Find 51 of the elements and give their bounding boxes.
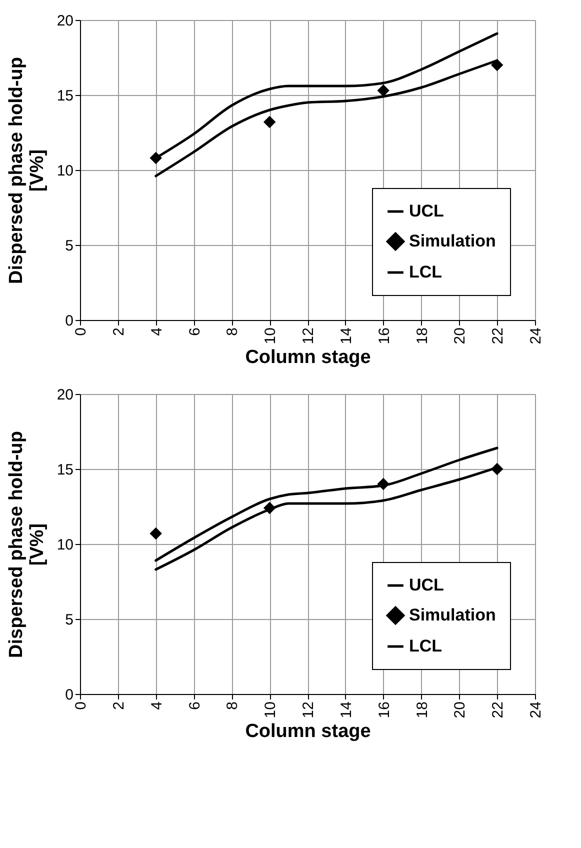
x-tick-label: 24 bbox=[528, 328, 544, 344]
x-tick-label: 12 bbox=[300, 702, 317, 718]
legend-label: LCL bbox=[409, 636, 442, 656]
x-axis-title: Column stage bbox=[245, 721, 371, 742]
x-tick-label: 16 bbox=[376, 702, 393, 718]
x-tick-label: 4 bbox=[148, 702, 166, 710]
y-tick-label: 15 bbox=[56, 88, 74, 104]
point bbox=[377, 84, 390, 97]
x-tick-label: 0 bbox=[72, 328, 90, 336]
x-tick-label: 22 bbox=[490, 702, 507, 718]
x-tick-label: 8 bbox=[224, 702, 242, 710]
x-tick-label: 18 bbox=[414, 328, 431, 344]
x-tick-label: 22 bbox=[490, 328, 507, 344]
y-axis-title: Dispersed phase hold-up [V%] bbox=[6, 57, 48, 284]
y-tick-label: 10 bbox=[56, 162, 74, 180]
y-tick-label: 10 bbox=[56, 536, 74, 554]
x-tick-label: 14 bbox=[338, 702, 355, 718]
legend-label: Simulation bbox=[409, 232, 496, 250]
point bbox=[150, 527, 162, 540]
point bbox=[377, 478, 390, 490]
legend-label: UCL bbox=[409, 202, 444, 220]
legend-label: UCL bbox=[409, 576, 444, 594]
y-axis-title: Dispersed phase hold-up [V%] bbox=[6, 431, 48, 658]
point bbox=[490, 58, 504, 72]
x-tick-label: 2 bbox=[110, 328, 128, 336]
line-series bbox=[154, 446, 498, 562]
x-tick-label: 14 bbox=[338, 328, 355, 344]
y-tick-label: 5 bbox=[65, 612, 74, 628]
x-tick-label: 2 bbox=[110, 702, 128, 710]
legend-label: Simulation bbox=[409, 606, 496, 624]
x-tick-label: 8 bbox=[224, 328, 242, 336]
point bbox=[263, 116, 276, 128]
y-tick-label: 15 bbox=[56, 462, 74, 478]
point bbox=[150, 152, 162, 164]
x-tick-label: 4 bbox=[148, 328, 166, 336]
x-tick-label: 0 bbox=[72, 702, 90, 710]
x-tick-label: 20 bbox=[452, 702, 469, 718]
x-tick-label: 10 bbox=[262, 328, 280, 344]
x-tick-label: 16 bbox=[376, 328, 393, 344]
y-tick-label: 20 bbox=[56, 12, 74, 30]
legend-label: LCL bbox=[409, 262, 442, 282]
x-tick-label: 10 bbox=[262, 702, 280, 718]
x-tick-label: 20 bbox=[452, 328, 469, 344]
x-axis-title: Column stage bbox=[245, 347, 371, 368]
x-tick-label: 6 bbox=[186, 328, 204, 336]
x-tick-label: 12 bbox=[300, 328, 317, 344]
y-tick-label: 5 bbox=[65, 238, 74, 254]
x-tick-label: 24 bbox=[528, 702, 544, 718]
x-tick-label: 6 bbox=[186, 702, 204, 710]
x-tick-label: 18 bbox=[414, 702, 431, 718]
y-tick-label: 20 bbox=[56, 386, 74, 404]
